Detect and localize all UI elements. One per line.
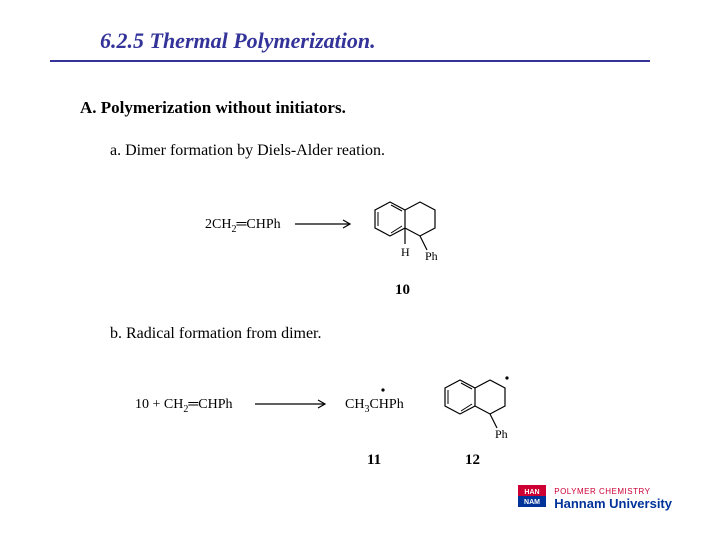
equation-1: 2CH2═CHPh H Ph 10: [205, 190, 475, 280]
radical-dot-11: [381, 388, 384, 391]
section-title: 6.2.5 Thermal Polymerization.: [100, 28, 376, 54]
radical-dot-12: [505, 376, 508, 379]
eq1-left-mid: ═CHPh: [235, 217, 280, 232]
logo-university-name: Hannam University: [554, 496, 672, 511]
eq2-left-b: ═CHPh: [187, 397, 232, 412]
equation-2: 10 + CH2═CHPh CH3CHPh Ph 11 12: [135, 360, 555, 470]
eq2-left-a: 10 + CH: [135, 397, 183, 412]
subheading-a: A. Polymerization without initiators.: [80, 98, 346, 118]
eq2-mid-a: CH: [345, 397, 364, 412]
svg-text:10 + CH2═CHPh: 10 + CH2═CHPh: [135, 397, 233, 415]
svg-text:2CH2═CHPh: 2CH2═CHPh: [205, 217, 281, 235]
svg-text:NAM: NAM: [524, 499, 540, 506]
eq1-Ph-label: Ph: [425, 249, 438, 263]
eq2-Ph-label: Ph: [495, 427, 508, 441]
eq1-H-label: H: [401, 245, 410, 259]
title-underline: [50, 60, 650, 62]
svg-text:HAN: HAN: [525, 489, 540, 496]
eq2-mid-b: CHPh: [369, 397, 403, 412]
svg-text:CH3CHPh: CH3CHPh: [345, 397, 404, 415]
eq1-left-prefix: 2CH: [205, 217, 231, 232]
footer-logo: HAN NAM POLYMER CHEMISTRY Hannam Univers…: [518, 485, 672, 512]
item-a: a. Dimer formation by Diels-Alder reatio…: [110, 142, 385, 160]
eq2-label-11: 11: [367, 452, 381, 469]
eq1-product-number: 10: [395, 282, 410, 299]
logo-mark-icon: HAN NAM: [518, 485, 546, 512]
item-b: b. Radical formation from dimer.: [110, 325, 322, 343]
logo-tagline: POLYMER CHEMISTRY: [554, 487, 672, 496]
eq2-label-12: 12: [465, 452, 480, 469]
